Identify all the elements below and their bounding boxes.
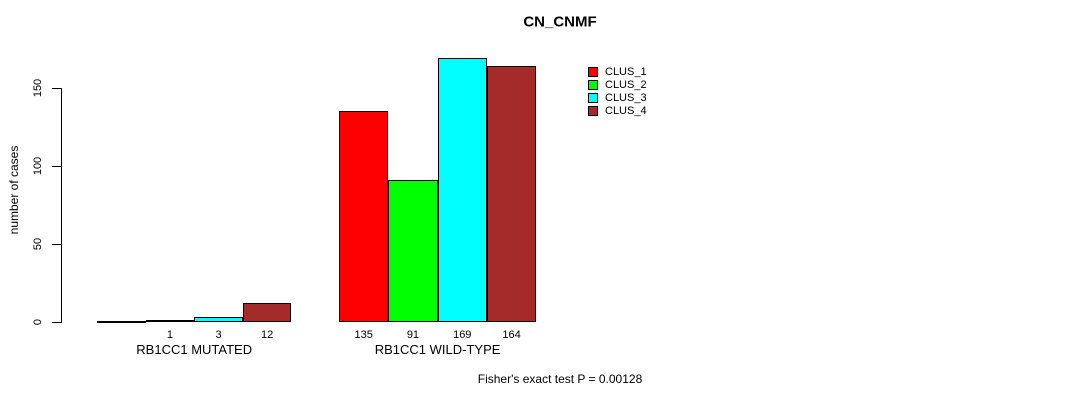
- legend-swatch-clus1: [588, 66, 598, 77]
- y-axis-tick-label: 0: [32, 318, 44, 326]
- legend-item: CLUS_3: [588, 91, 647, 104]
- group-label: RB1CC1 WILD-TYPE: [374, 342, 501, 357]
- chart-title: CN_CNMF: [523, 13, 597, 31]
- bar-clus_4: [486, 66, 537, 322]
- group-label: RB1CC1 MUTATED: [136, 342, 253, 357]
- legend-swatch-clus4: [588, 105, 598, 116]
- annotation-text: Fisher's exact test P = 0.00128: [477, 372, 643, 386]
- bar-clus_1: [97, 321, 146, 323]
- bar-clus_3: [437, 58, 487, 322]
- legend-label: CLUS_3: [605, 91, 647, 104]
- y-axis-tick: [52, 88, 62, 89]
- bar-value-label: 1: [166, 329, 173, 341]
- y-axis-line: [61, 88, 62, 323]
- bar-value-label: 12: [260, 329, 274, 341]
- bar-value-label: 169: [453, 329, 472, 341]
- bar-value-label: 91: [406, 329, 420, 341]
- y-axis-tick-label: 100: [32, 156, 44, 176]
- legend-item: CLUS_4: [588, 104, 647, 117]
- bar-value-label: 3: [215, 329, 222, 341]
- y-axis-tick-label: 50: [32, 237, 44, 251]
- legend-swatch-clus2: [588, 79, 598, 90]
- bar-clus_4: [242, 303, 292, 322]
- legend-swatch-clus3: [588, 92, 598, 103]
- bar-value-label: 135: [354, 329, 373, 341]
- bar-value-label: 164: [502, 329, 521, 341]
- bar-clus_3: [194, 317, 243, 322]
- bar-clus_1: [339, 111, 389, 322]
- legend-item: CLUS_1: [588, 65, 647, 78]
- y-axis-tick: [52, 166, 62, 167]
- bar-clus_2: [388, 180, 438, 322]
- legend-label: CLUS_4: [605, 104, 647, 117]
- legend-label: CLUS_1: [605, 65, 647, 78]
- y-axis-tick: [52, 322, 62, 323]
- y-axis-tick: [52, 244, 62, 245]
- legend-label: CLUS_2: [605, 78, 647, 91]
- legend-item: CLUS_2: [588, 78, 647, 91]
- y-axis-tick-label: 150: [32, 78, 44, 98]
- bar-clus_2: [145, 320, 195, 322]
- y-axis-label: number of cases: [7, 145, 21, 235]
